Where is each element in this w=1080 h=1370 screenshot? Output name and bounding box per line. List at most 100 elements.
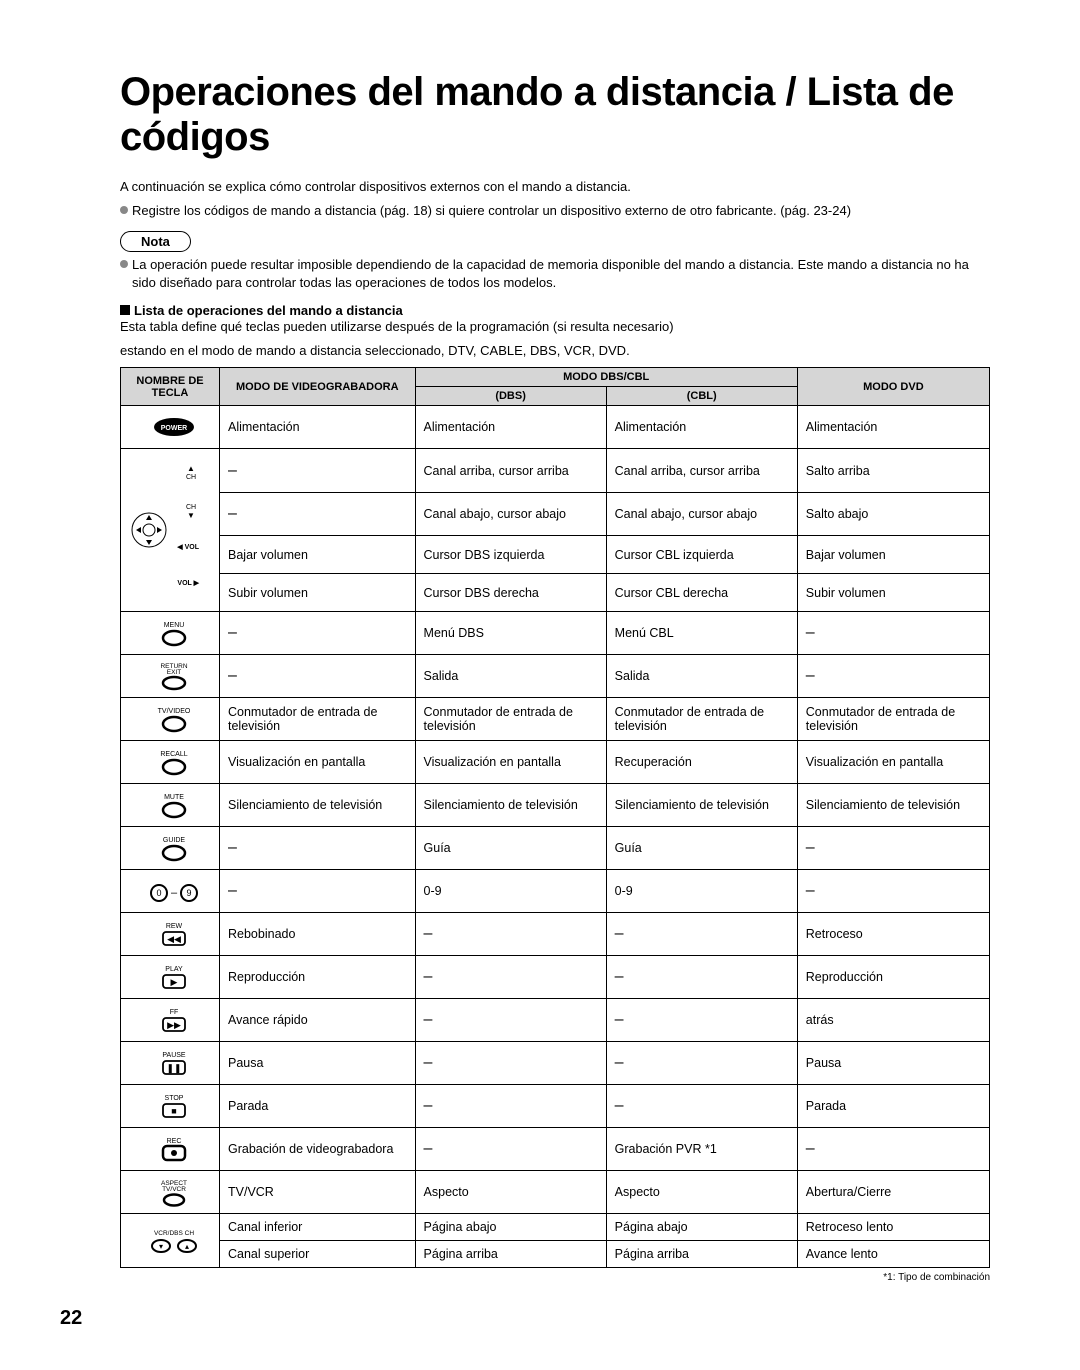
table-row: Bajar volumenCursor DBS izquierdaCursor … xyxy=(121,536,990,574)
cell-dbs: Canal arriba, cursor arriba xyxy=(415,449,606,493)
cell-vcr: – xyxy=(220,612,416,655)
cell-dbs: – xyxy=(415,1085,606,1128)
cell-dbs: Página abajo xyxy=(415,1214,606,1241)
page-number: 22 xyxy=(60,1307,990,1330)
key-cell: VCR/DBS CH▾▴ xyxy=(121,1214,220,1268)
cell-vcr: Avance rápido xyxy=(220,999,416,1042)
cell-cbl: Recuperación xyxy=(606,741,797,784)
key-icon-pause: PAUSE❚❚ xyxy=(139,1056,209,1070)
page-title: Operaciones del mando a distancia / List… xyxy=(120,70,990,160)
svg-text:GUIDE: GUIDE xyxy=(163,837,186,844)
key-cell: STOP■ xyxy=(121,1085,220,1128)
th-dbscbl: MODO DBS/CBL xyxy=(415,368,797,387)
table-row: TV/VIDEO Conmutador de entrada de televis… xyxy=(121,698,990,741)
cell-dbs: Silenciamiento de televisión xyxy=(415,784,606,827)
key-cell: REW ◀◀ xyxy=(121,913,220,956)
th-dbs: (DBS) xyxy=(415,387,606,406)
key-icon-return: RETURNEXIT xyxy=(139,669,209,683)
cell-dvd: Retroceso xyxy=(797,913,989,956)
key-cell: TV/VIDEO xyxy=(121,698,220,741)
cell-cbl: Página abajo xyxy=(606,1214,797,1241)
key-cell: RETURNEXIT xyxy=(121,655,220,698)
cell-cbl: Silenciamiento de televisión xyxy=(606,784,797,827)
key-cell: POWER xyxy=(121,406,220,449)
table-row: –Canal abajo, cursor abajoCanal abajo, c… xyxy=(121,492,990,536)
cell-vcr: – xyxy=(220,655,416,698)
cell-dbs: Menú DBS xyxy=(415,612,606,655)
svg-text:REC: REC xyxy=(167,1138,182,1145)
cell-vcr: Canal inferior xyxy=(220,1214,416,1241)
svg-text:CH: CH xyxy=(186,504,196,511)
intro-text-2: Registre los códigos de mando a distanci… xyxy=(120,202,990,220)
cell-dvd: – xyxy=(797,827,989,870)
cell-dbs: Aspecto xyxy=(415,1171,606,1214)
section-sub2: estando en el modo de mando a distancia … xyxy=(120,342,990,360)
cell-vcr: – xyxy=(220,449,416,493)
table-row: PAUSE❚❚Pausa––Pausa xyxy=(121,1042,990,1085)
key-cell: ASPECTTV/VCR xyxy=(121,1171,220,1214)
key-icon-play: PLAY▶ xyxy=(139,970,209,984)
section-heading: Lista de operaciones del mando a distanc… xyxy=(120,303,990,318)
cell-dvd: Subir volumen xyxy=(797,574,989,612)
cell-cbl: 0-9 xyxy=(606,870,797,913)
section-heading-text: Lista de operaciones del mando a distanc… xyxy=(134,303,403,318)
cell-cbl: – xyxy=(606,1085,797,1128)
cell-dbs: Alimentación xyxy=(415,406,606,449)
cell-dbs: Guía xyxy=(415,827,606,870)
cell-cbl: – xyxy=(606,999,797,1042)
nota-text: La operación puede resultar imposible de… xyxy=(120,256,990,291)
cell-vcr: TV/VCR xyxy=(220,1171,416,1214)
svg-text:▶▶: ▶▶ xyxy=(167,1020,181,1030)
key-cell: FF▶▶ xyxy=(121,999,220,1042)
cell-cbl: Alimentación xyxy=(606,406,797,449)
table-row: REW◀◀Rebobinado––Retroceso xyxy=(121,913,990,956)
key-icon-digits: 0–9 xyxy=(139,884,209,898)
document-page: Operaciones del mando a distancia / List… xyxy=(0,0,1080,1370)
cell-cbl: Menú CBL xyxy=(606,612,797,655)
svg-text:REW: REW xyxy=(166,923,183,930)
th-dvd: MODO DVD xyxy=(797,368,989,406)
key-cell-dpad: ▲ CH CH ▼ ◀ VOL VOL ▶ xyxy=(121,449,220,612)
cell-cbl: Guía xyxy=(606,827,797,870)
svg-text:POWER: POWER xyxy=(161,425,187,432)
cell-dvd: Silenciamiento de televisión xyxy=(797,784,989,827)
cell-cbl: Salida xyxy=(606,655,797,698)
cell-dbs: Canal abajo, cursor abajo xyxy=(415,492,606,536)
svg-text:VOL ▶: VOL ▶ xyxy=(177,580,199,587)
key-icon-ff: FF▶▶ xyxy=(139,1013,209,1027)
cell-cbl: Canal abajo, cursor abajo xyxy=(606,492,797,536)
cell-vcr: – xyxy=(220,492,416,536)
bullet-icon xyxy=(120,260,128,268)
table-row: Canal superiorPágina arribaPágina arriba… xyxy=(121,1241,990,1268)
cell-dbs: – xyxy=(415,913,606,956)
cell-dbs: – xyxy=(415,1042,606,1085)
table-row: MENU–Menú DBSMenú CBL– xyxy=(121,612,990,655)
cell-vcr: Subir volumen xyxy=(220,574,416,612)
section-sub1: Esta tabla define qué teclas pueden util… xyxy=(120,318,990,336)
key-icon-vcrch_dn: VCR/DBS CH▾▴ xyxy=(139,1233,209,1247)
table-row: STOP■Parada––Parada xyxy=(121,1085,990,1128)
table-row: VCR/DBS CH▾▴Canal inferiorPágina abajoPá… xyxy=(121,1214,990,1241)
key-icon-rec: REC xyxy=(139,1142,209,1156)
cell-dvd: Alimentación xyxy=(797,406,989,449)
svg-text:TV/VIDEO: TV/VIDEO xyxy=(158,708,191,715)
intro-text-1: A continuación se explica cómo controlar… xyxy=(120,178,990,196)
svg-text:PLAY: PLAY xyxy=(165,966,183,973)
cell-vcr: Canal superior xyxy=(220,1241,416,1268)
svg-text:◀◀: ◀◀ xyxy=(167,934,181,944)
cell-dvd: – xyxy=(797,612,989,655)
cell-dbs: – xyxy=(415,1128,606,1171)
cell-vcr: – xyxy=(220,827,416,870)
cell-cbl: – xyxy=(606,1042,797,1085)
cell-dvd: Conmutador de entrada de televisión xyxy=(797,698,989,741)
svg-text:❚❚: ❚❚ xyxy=(166,1063,181,1074)
cell-dbs: Cursor DBS derecha xyxy=(415,574,606,612)
table-header: NOMBRE DE TECLA MODO DE VIDEOGRABADORA M… xyxy=(121,368,990,406)
cell-dvd: Salto arriba xyxy=(797,449,989,493)
dpad-icon: ▲ CH CH ▼ ◀ VOL VOL ▶ xyxy=(129,455,209,605)
th-vcr: MODO DE VIDEOGRABADORA xyxy=(220,368,416,406)
cell-dvd: Parada xyxy=(797,1085,989,1128)
cell-cbl: Conmutador de entrada de televisión xyxy=(606,698,797,741)
table-row: POWERAlimentaciónAlimentaciónAlimentació… xyxy=(121,406,990,449)
svg-text:MENU: MENU xyxy=(164,622,185,629)
